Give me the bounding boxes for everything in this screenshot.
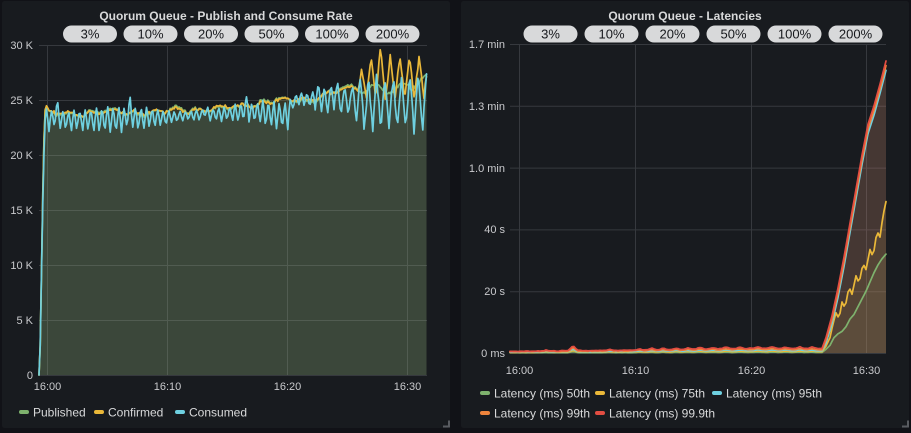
svg-text:16:00: 16:00 [506, 365, 534, 377]
svg-text:30 K: 30 K [10, 40, 33, 52]
svg-text:10 K: 10 K [10, 260, 33, 272]
svg-text:16:20: 16:20 [274, 381, 302, 393]
svg-text:Latency (ms) 99th: Latency (ms) 99th [494, 407, 590, 421]
svg-text:Latency (ms) 99.9th: Latency (ms) 99.9th [609, 407, 715, 421]
svg-text:1.7 min: 1.7 min [469, 39, 505, 51]
svg-text:16:10: 16:10 [622, 365, 650, 377]
svg-text:50%: 50% [720, 27, 746, 42]
svg-text:3%: 3% [81, 27, 100, 42]
svg-text:10%: 10% [137, 27, 163, 42]
svg-text:16:30: 16:30 [853, 365, 881, 377]
svg-text:Latency (ms) 95th: Latency (ms) 95th [726, 387, 822, 401]
svg-text:20%: 20% [659, 27, 685, 42]
svg-text:40 s: 40 s [484, 224, 505, 236]
svg-text:Latency (ms) 75th: Latency (ms) 75th [609, 387, 705, 401]
svg-text:20 K: 20 K [10, 150, 33, 162]
svg-text:200%: 200% [376, 27, 410, 42]
svg-text:1.0 min: 1.0 min [469, 163, 505, 175]
svg-text:0 ms: 0 ms [481, 348, 505, 360]
svg-text:200%: 200% [839, 27, 873, 42]
svg-text:16:10: 16:10 [154, 381, 182, 393]
svg-text:16:30: 16:30 [394, 381, 422, 393]
svg-text:20 s: 20 s [484, 286, 505, 298]
svg-text:Quorum Queue - Latencies: Quorum Queue - Latencies [608, 9, 762, 23]
svg-text:15 K: 15 K [10, 205, 33, 217]
svg-text:100%: 100% [778, 27, 812, 42]
svg-text:Consumed: Consumed [189, 406, 247, 420]
svg-text:3%: 3% [541, 27, 560, 42]
svg-text:Confirmed: Confirmed [108, 406, 163, 420]
svg-text:5 K: 5 K [16, 315, 33, 327]
svg-text:16:00: 16:00 [34, 381, 62, 393]
svg-text:Published: Published [33, 406, 86, 420]
svg-text:100%: 100% [315, 27, 349, 42]
svg-text:0: 0 [27, 370, 33, 382]
svg-text:20%: 20% [198, 27, 224, 42]
svg-text:25 K: 25 K [10, 95, 33, 107]
svg-text:50%: 50% [258, 27, 284, 42]
svg-text:16:20: 16:20 [738, 365, 766, 377]
svg-text:10%: 10% [598, 27, 624, 42]
svg-text:Latency (ms) 50th: Latency (ms) 50th [494, 387, 590, 401]
svg-text:1.3 min: 1.3 min [469, 101, 505, 113]
svg-text:Quorum Queue - Publish and Con: Quorum Queue - Publish and Consume Rate [99, 9, 353, 23]
